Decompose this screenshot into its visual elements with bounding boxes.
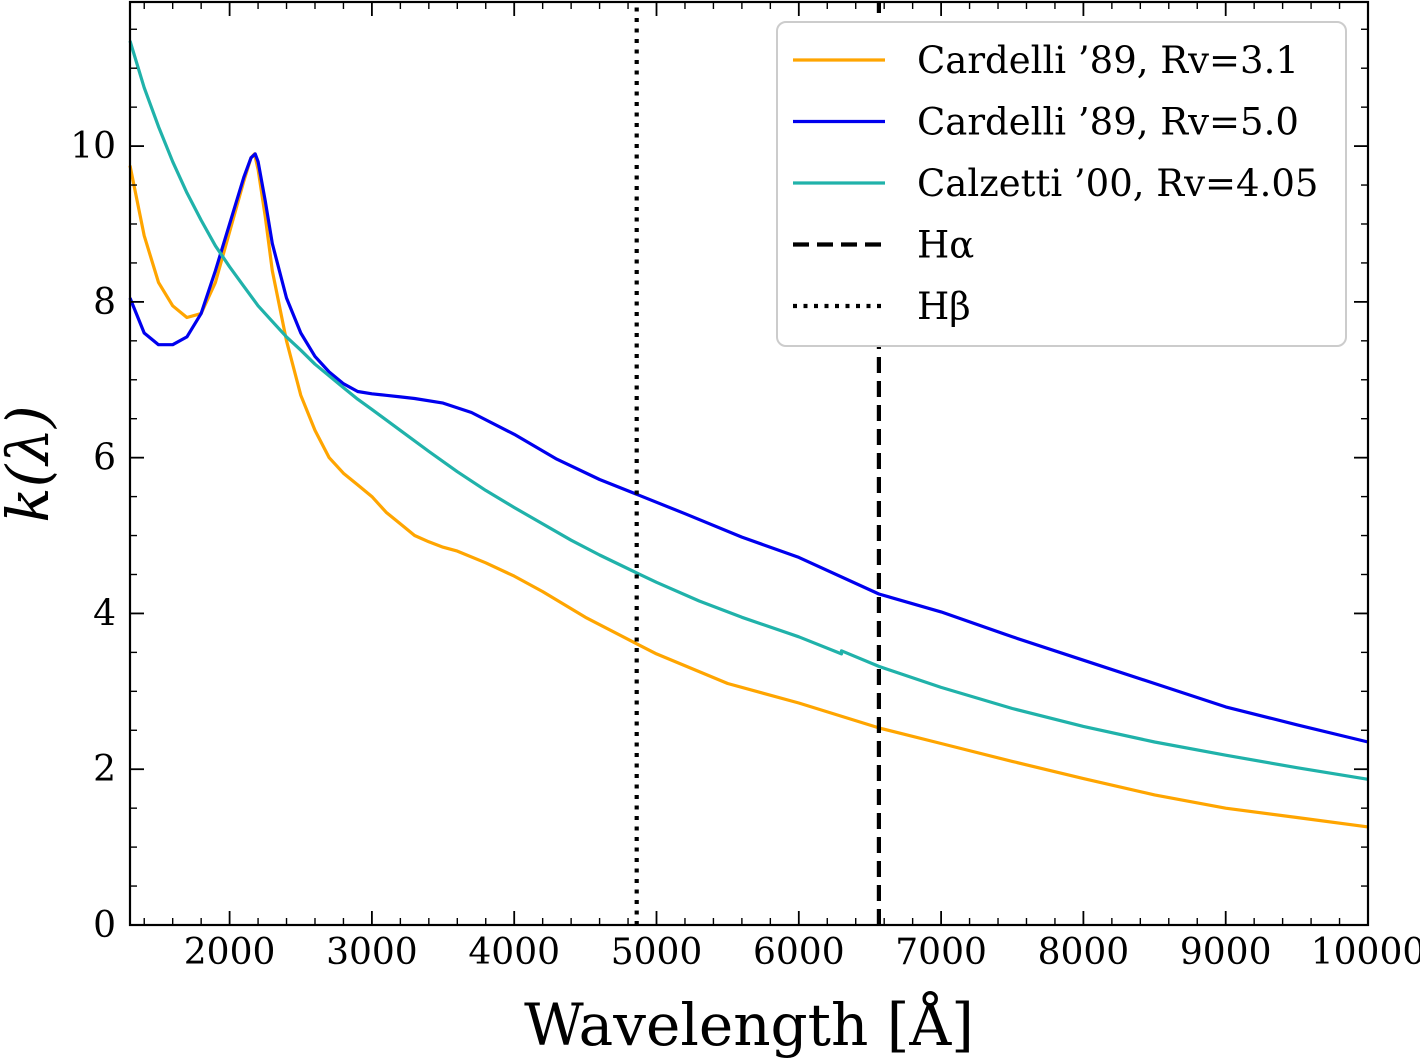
series-line-calzetti-00-rv-4-05 [128, 40, 1369, 781]
legend-label: Cardelli ’89, Rv=3.1 [917, 39, 1299, 82]
x-tick-label: 4000 [468, 932, 560, 973]
y-axis-title: k(λ) [0, 405, 62, 522]
x-tick-label: 7000 [895, 932, 987, 973]
legend-box [776, 21, 1347, 347]
legend-label: Hα [917, 224, 974, 267]
y-tick-label: 2 [93, 749, 116, 790]
x-tick-label: 5000 [611, 932, 703, 973]
x-tick-label: 10000 [1311, 932, 1420, 973]
ticks-layer: 2000 3000 4000 5000 6000 7000 8000 9000 10000 0 2 4… [70, 2, 1420, 973]
x-tick-label: 2000 [184, 932, 276, 973]
x-tick-label: 3000 [326, 932, 418, 973]
series-line-cardelli-89-rv-5-0 [128, 152, 1369, 744]
legend-label: Cardelli ’89, Rv=5.0 [917, 101, 1299, 144]
legend: Cardelli ’89, Rv=3.1 Cardelli ’89, Rv=5.0… [776, 21, 1347, 347]
x-axis-title: Wavelength [Å] [524, 991, 974, 1059]
plot-frame [128, 0, 1370, 927]
y-tick-label: 8 [93, 282, 116, 323]
y-tick-label: 4 [93, 593, 116, 634]
y-tick-label: 6 [93, 438, 116, 479]
x-tick-label: 8000 [1038, 932, 1130, 973]
legend-label: Calzetti ’00, Rv=4.05 [917, 162, 1318, 205]
y-tick-label: 10 [70, 126, 116, 167]
x-tick-label: 9000 [1180, 932, 1272, 973]
x-tick-label: 6000 [753, 932, 845, 973]
y-tick-label: 0 [93, 905, 116, 946]
legend-label: Hβ [917, 285, 971, 328]
